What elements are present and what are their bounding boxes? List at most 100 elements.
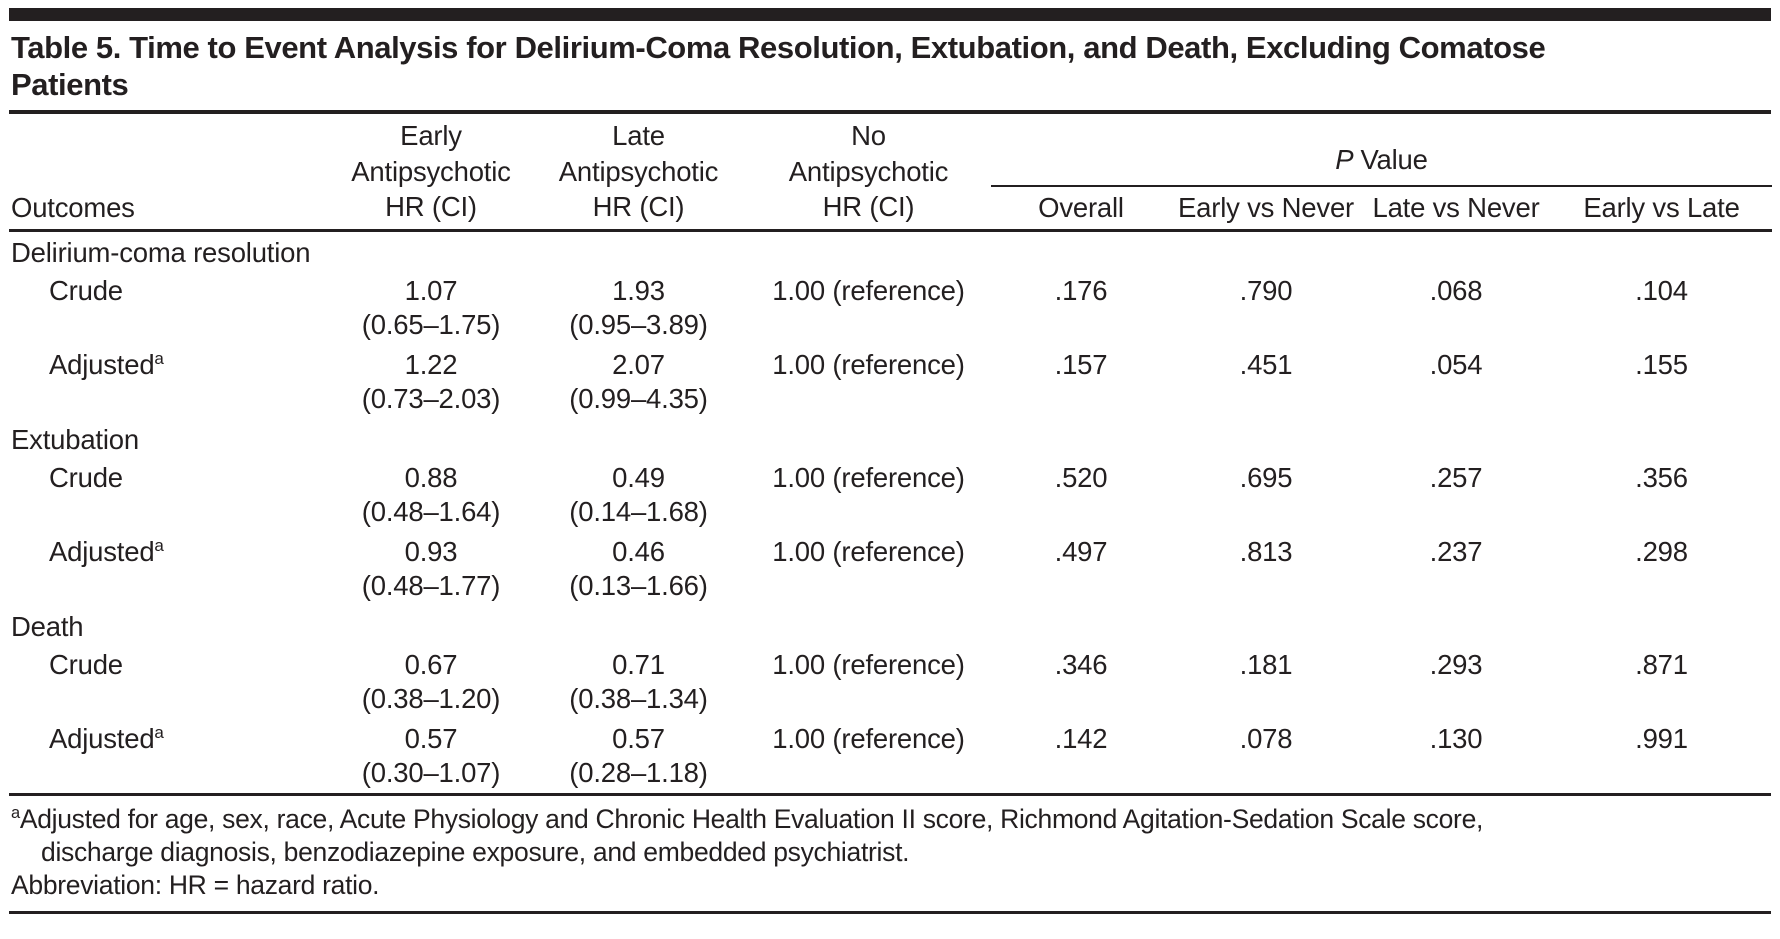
hr-ci-cell: 0.71 (0.38–1.34) [531, 645, 746, 719]
hr-value: 0.49 [612, 461, 665, 493]
p-value-cell: .142 [1054, 722, 1108, 754]
col-header-late-line1: Late [612, 120, 665, 152]
col-header-p-early-vs-never: Early vs Never [1171, 186, 1361, 232]
p-value-cell: .991 [1635, 722, 1688, 754]
ci-value: (0.95–3.89) [569, 308, 708, 340]
reference-cell: 1.00 (reference) [772, 722, 965, 754]
hr-value: 1.22 [404, 348, 458, 380]
row-label-text: Adjusted [49, 722, 155, 754]
table-row: Adjusteda 0.93 (0.48–1.77) 0.46 (0.13–1.66… [9, 532, 1772, 606]
p-value-cell: .813 [1239, 535, 1293, 567]
section-label: Extubation [11, 423, 139, 455]
p-value-italic-p: P [1335, 144, 1354, 176]
bottom-rule [9, 910, 1771, 914]
col-header-p-early-vs-late: Early vs Late [1551, 186, 1773, 232]
p-value-cell: .068 [1429, 274, 1483, 306]
p-value-cell: .104 [1635, 274, 1688, 306]
row-label-text: Adjusted [49, 535, 155, 567]
footnote-marker: a [154, 535, 164, 555]
hr-value: 1.93 [612, 274, 665, 306]
hr-value: 0.67 [404, 648, 458, 680]
section-row-extubation: Extubation [9, 419, 1772, 458]
p-value-cell: .130 [1429, 722, 1483, 754]
section-row-death: Death [9, 606, 1772, 645]
row-label: Adjusteda [9, 532, 331, 606]
col-header-early-line1: Early [400, 120, 462, 152]
p-value-cell: .520 [1054, 461, 1108, 493]
p-value-cell: .298 [1635, 535, 1688, 567]
hr-ci-cell: 0.57 (0.30–1.07) [331, 719, 531, 793]
ci-value: (0.30–1.07) [361, 756, 501, 788]
p-value-cell: .871 [1635, 648, 1688, 680]
row-label: Adjusteda [9, 719, 331, 793]
reference-cell: 1.00 (reference) [772, 348, 965, 380]
row-label-text: Crude [49, 274, 123, 306]
row-label: Adjusteda [9, 345, 331, 419]
hr-ci-cell: 1.22 (0.73–2.03) [331, 345, 531, 419]
table-body: Delirium-coma resolution Crude 1.07 (0.65… [9, 230, 1772, 793]
row-label-text: Crude [49, 461, 123, 493]
row-label: Crude [9, 271, 331, 345]
p-value-cell: .237 [1429, 535, 1483, 567]
hr-ci-cell: 0.67 (0.38–1.20) [331, 645, 531, 719]
p-value-cell: .176 [1054, 274, 1108, 306]
ci-value: (0.65–1.75) [361, 308, 501, 340]
hr-ci-cell: 0.49 (0.14–1.68) [531, 458, 746, 532]
ci-value: (0.38–1.34) [569, 682, 708, 714]
table-row: Adjusteda 1.22 (0.73–2.03) 2.07 (0.99–4.35… [9, 345, 1772, 419]
p-value-cell: .157 [1054, 348, 1108, 380]
reference-cell: 1.00 (reference) [772, 461, 965, 493]
footnotes: aAdjusted for age, sex, race, Acute Phys… [9, 796, 1771, 908]
col-header-early-line3: HR (CI) [385, 190, 477, 222]
top-heavy-rule [9, 8, 1771, 21]
footnote-adjusted-line2: discharge diagnosis, benzodiazepine expo… [41, 836, 910, 867]
hr-value: 0.71 [612, 648, 665, 680]
hr-ci-cell: 1.07 (0.65–1.75) [331, 271, 531, 345]
col-header-p-value-group: P Value [991, 114, 1773, 188]
p-value-cell: .695 [1239, 461, 1293, 493]
ci-value: (0.48–1.77) [361, 569, 501, 601]
hr-ci-cell: 0.46 (0.13–1.66) [531, 532, 746, 606]
p-value-cell: .257 [1429, 461, 1483, 493]
hr-value: 0.57 [612, 722, 665, 754]
col-header-late-line2: Antipsychotic [558, 155, 719, 187]
reference-cell: 1.00 (reference) [772, 648, 965, 680]
hr-ci-cell: 0.93 (0.48–1.77) [331, 532, 531, 606]
col-header-late-line3: HR (CI) [592, 190, 685, 222]
p-value-cell: .181 [1239, 648, 1293, 680]
col-header-outcomes: Outcomes [9, 114, 331, 232]
footnote-abbreviation: Abbreviation: HR = hazard ratio. [11, 869, 380, 900]
table-row: Adjusteda 0.57 (0.30–1.07) 0.57 (0.28–1.18… [9, 719, 1772, 793]
row-label-text: Adjusted [49, 348, 155, 380]
table-header: Outcomes Early Antipsychotic HR (CI) Lat… [9, 114, 1773, 232]
p-value-cell: .054 [1429, 348, 1483, 380]
col-header-p-late-vs-never: Late vs Never [1361, 186, 1551, 232]
section-label: Death [11, 610, 84, 642]
hr-value: 0.46 [612, 535, 665, 567]
table-title-line1: Table 5. Time to Event Analysis for Deli… [11, 30, 1546, 65]
footnote-marker: a [154, 348, 164, 368]
col-header-p-overall: Overall [991, 186, 1171, 232]
hr-ci-cell: 2.07 (0.99–4.35) [531, 345, 746, 419]
row-label-text: Crude [49, 648, 123, 680]
hr-ci-cell: 0.88 (0.48–1.64) [331, 458, 531, 532]
table-row: Crude 0.88 (0.48–1.64) 0.49 (0.14–1.68) 1.… [9, 458, 1772, 532]
col-header-early-antipsychotic: Early Antipsychotic HR (CI) [331, 114, 531, 232]
p-value-cell: .346 [1054, 648, 1108, 680]
table-row: Crude 1.07 (0.65–1.75) 1.93 (0.95–3.89) 1.… [9, 271, 1772, 345]
col-header-no-line2: Antipsychotic [788, 155, 949, 187]
col-header-no-line3: HR (CI) [822, 190, 915, 222]
col-header-no-antipsychotic: No Antipsychotic HR (CI) [746, 114, 991, 232]
p-value-cell: .155 [1635, 348, 1688, 380]
section-row-delirium-coma-resolution: Delirium-coma resolution [9, 230, 1772, 271]
row-label: Crude [9, 645, 331, 719]
p-value-cell: .790 [1239, 274, 1293, 306]
footnote-marker: a [154, 722, 164, 742]
time-to-event-table: Outcomes Early Antipsychotic HR (CI) Lat… [9, 114, 1773, 793]
p-value-cell: .497 [1054, 535, 1108, 567]
ci-value: (0.14–1.68) [569, 495, 708, 527]
hr-value: 0.93 [404, 535, 458, 567]
p-value-cell: .078 [1239, 722, 1293, 754]
title-divider-rule [9, 110, 1771, 115]
hr-ci-cell: 1.93 (0.95–3.89) [531, 271, 746, 345]
